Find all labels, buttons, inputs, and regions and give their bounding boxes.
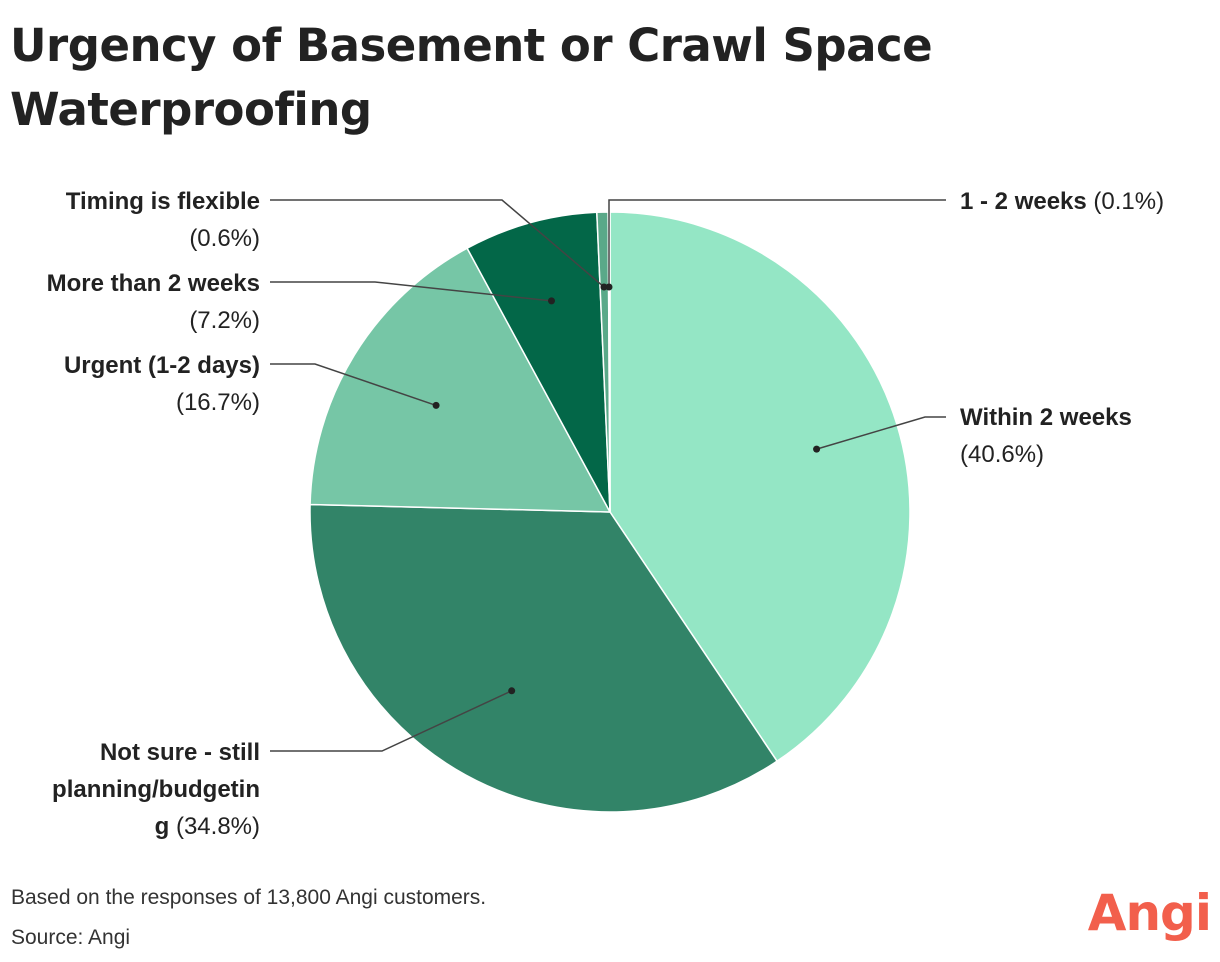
angi-logo: Angi — [1087, 884, 1212, 942]
leader-line-not-sure-still-planning-budgeting — [270, 690, 513, 752]
slice-label-more-than-2-weeks: More than 2 weeks (7.2%) — [47, 270, 260, 334]
pie-slice-urgent-1-2-days — [309, 247, 612, 513]
source-note: Source: Angi — [11, 926, 131, 949]
leader-dot-within-2-weeks — [813, 445, 821, 453]
leader-dot-timing-is-flexible — [600, 283, 608, 291]
footnote: Based on the responses of 13,800 Angi cu… — [11, 886, 487, 909]
slice-labels: Within 2 weeks (40.6%) Not sure - still pla… — [47, 188, 1165, 840]
leader-lines — [270, 199, 946, 752]
slice-label-timing-is-flexible: Timing is flexible (0.6%) — [66, 188, 260, 252]
leader-dot-1-2-weeks — [605, 283, 613, 291]
chart-title: Urgency of Basement or Crawl Space Water… — [10, 19, 933, 136]
leader-line-timing-is-flexible — [270, 199, 605, 288]
leader-dot-urgent-1-2-days — [432, 401, 440, 409]
slice-label-within-2-weeks: Within 2 weeks (40.6%) — [960, 404, 1132, 468]
slice-label-not-sure-still-planning-budgeting: Not sure - still planning/budgetin g (34.8… — [52, 739, 260, 840]
leader-dot-more-than-2-weeks — [548, 297, 555, 305]
leader-dot-not-sure-still-planning-budgeting — [508, 687, 516, 695]
leader-line-within-2-weeks — [816, 416, 946, 450]
pie-slice-not-sure-still-planning-budgeting — [309, 503, 779, 813]
leader-line-urgent-1-2-days — [270, 363, 437, 407]
pie-slices — [309, 211, 911, 813]
leader-line-1-2-weeks — [608, 199, 946, 287]
leader-line-more-than-2-weeks — [270, 281, 552, 302]
slice-label-1-2-weeks: 1 - 2 weeks (0.1%) — [960, 188, 1164, 215]
slice-label-urgent-1-2-days: Urgent (1-2 days) (16.7%) — [64, 352, 260, 416]
